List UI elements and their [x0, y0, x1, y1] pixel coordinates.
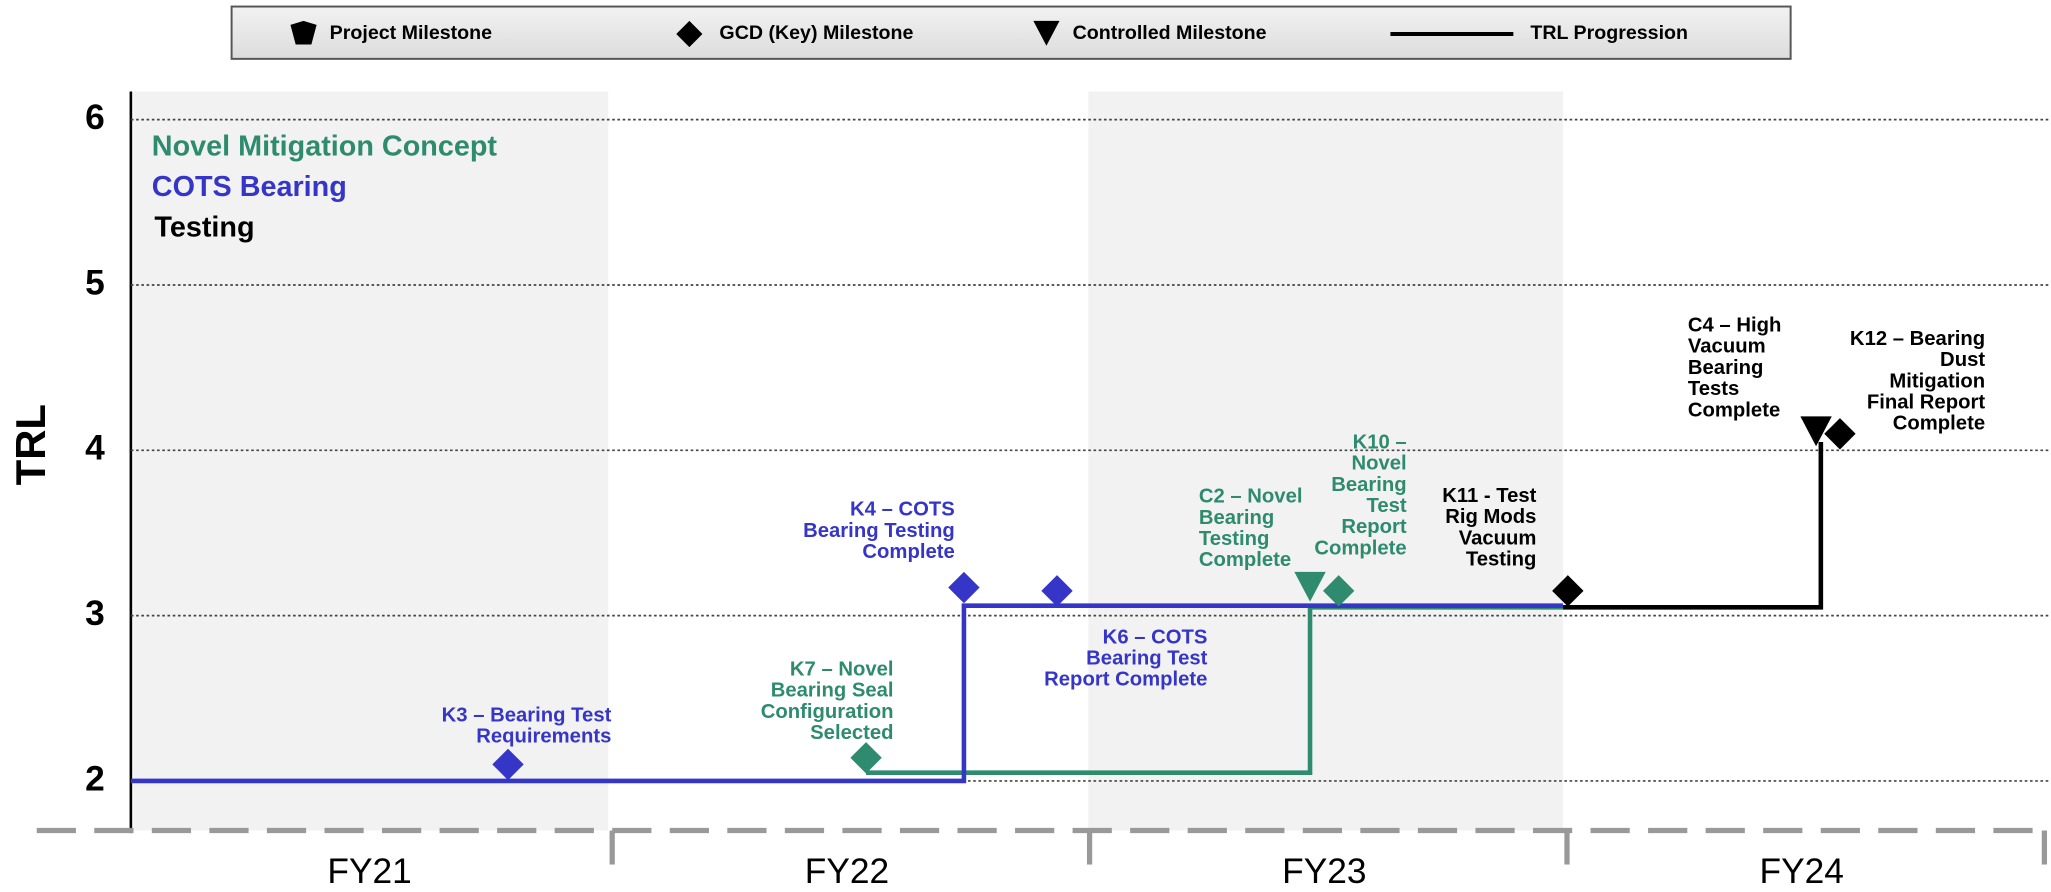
- milestone-label: Test: [1367, 495, 1407, 517]
- milestone-marker: [1294, 571, 1326, 602]
- legend-label: Controlled Milestone: [1073, 22, 1267, 44]
- milestone-label: Requirements: [476, 726, 611, 748]
- milestone-label: Vacuum: [1688, 336, 1766, 358]
- milestone-label: Complete: [1688, 399, 1780, 421]
- milestone-label: Configuration: [761, 701, 894, 723]
- y-tick-label: 3: [85, 594, 105, 633]
- milestone-label: K10 –: [1353, 431, 1407, 453]
- milestone-label: Mitigation: [1889, 370, 1985, 392]
- milestone-label: Novel: [1352, 453, 1407, 475]
- milestone-label: Testing: [1466, 549, 1537, 571]
- milestone-marker: [850, 742, 882, 774]
- milestone-label: K6 – COTS: [1103, 626, 1208, 648]
- milestone-label: Complete: [1314, 537, 1406, 559]
- milestone-label: Vacuum: [1459, 527, 1537, 549]
- milestone-label: Testing: [1199, 528, 1270, 550]
- milestone-marker: [1041, 575, 1073, 607]
- milestone-label: Bearing Test: [1086, 647, 1207, 669]
- milestone-label: Bearing: [1331, 474, 1406, 496]
- legend-label: Project Milestone: [330, 22, 492, 44]
- milestone-marker: [948, 571, 980, 604]
- milestone-label: K12 – Bearing: [1850, 328, 1985, 350]
- milestone-label: Selected: [810, 722, 893, 744]
- y-axis-label: TRL: [7, 404, 54, 485]
- y-tick-label: 6: [85, 98, 105, 137]
- x-tick-label: FY23: [1282, 852, 1366, 891]
- milestone-label: Complete: [1893, 413, 1985, 435]
- trl-line: [130, 603, 1564, 784]
- y-tick-label: 4: [85, 429, 105, 468]
- x-tick-label: FY21: [327, 852, 411, 891]
- milestone-label: Report Complete: [1044, 669, 1207, 691]
- year-band: [1088, 91, 1564, 831]
- year-band: [133, 91, 609, 831]
- milestone-label: K7 – Novel: [790, 659, 894, 681]
- milestone-label: Complete: [862, 541, 954, 563]
- milestone-marker: [1800, 416, 1832, 447]
- milestone-label: Bearing: [1199, 507, 1274, 529]
- trl-line: [1563, 442, 1824, 610]
- milestone-label: Bearing: [1688, 357, 1763, 379]
- milestone-label: Tests: [1688, 378, 1739, 400]
- milestone-label: K3 – Bearing Test: [442, 704, 612, 726]
- legend-symbol: [290, 20, 317, 45]
- y-tick-label: 5: [85, 263, 105, 302]
- series-name: Novel Mitigation Concept: [152, 130, 498, 162]
- series-name: COTS Bearing: [152, 171, 347, 203]
- milestone-label: K11 - Test: [1442, 485, 1536, 507]
- milestone-label: Final Report: [1867, 392, 1985, 414]
- x-tick-label: FY22: [805, 852, 889, 891]
- milestone-label: Dust: [1940, 349, 1985, 371]
- legend-label: GCD (Key) Milestone: [719, 22, 913, 44]
- milestone-label: C4 – High: [1688, 315, 1781, 337]
- milestone-marker: [1322, 575, 1355, 607]
- milestone-label: K4 – COTS: [850, 499, 955, 521]
- series-name: Testing: [154, 211, 254, 243]
- milestone-marker: [1824, 418, 1856, 450]
- milestone-label: Rig Mods: [1445, 506, 1536, 528]
- y-tick-label: 2: [85, 759, 105, 798]
- milestone-label: Bearing Testing: [803, 520, 955, 542]
- x-tick-label: FY24: [1760, 852, 1844, 891]
- legend-box: [230, 5, 1792, 60]
- legend-symbol: [1033, 20, 1060, 46]
- milestone-label: Bearing Seal: [771, 680, 894, 702]
- legend-label: TRL Progression: [1530, 22, 1688, 44]
- milestone-label: Complete: [1199, 549, 1291, 571]
- milestone-label: C2 – Novel: [1199, 486, 1303, 508]
- milestone-label: Report: [1341, 516, 1407, 538]
